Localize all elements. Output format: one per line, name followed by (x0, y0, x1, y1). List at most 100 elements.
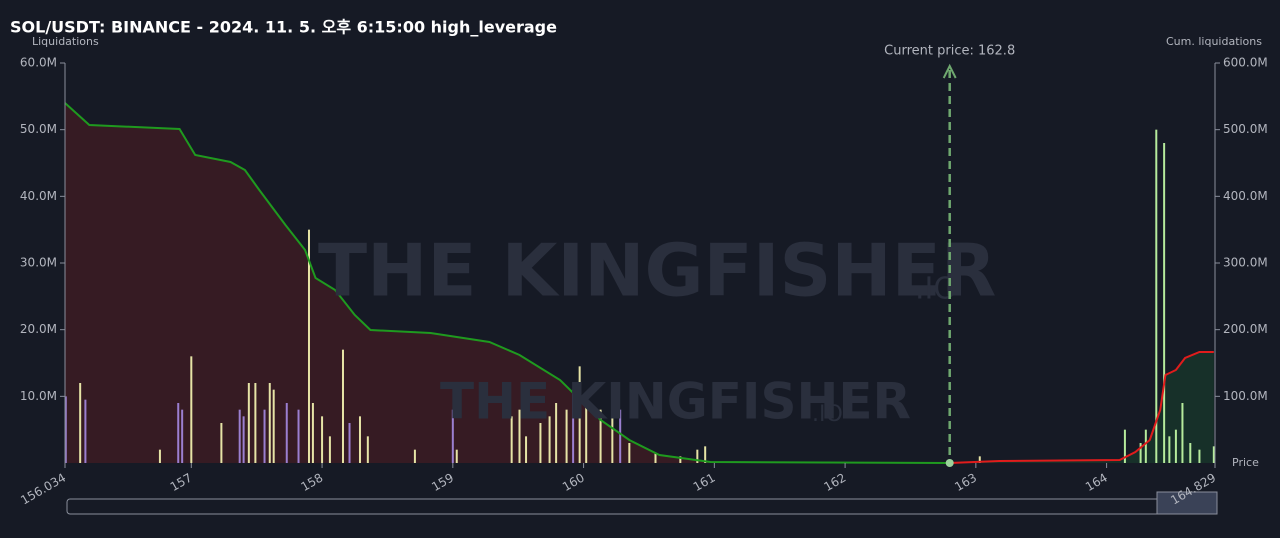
watermark-suffix: .IO (812, 402, 843, 427)
y2-tick-label: 100.0M (1223, 389, 1268, 403)
bar (158, 449, 161, 463)
current-price-dot (945, 459, 954, 467)
bar (1174, 429, 1177, 463)
bar (328, 436, 331, 463)
x-tick-label: 159 (429, 471, 456, 495)
bar (177, 403, 180, 463)
bar (413, 449, 416, 463)
bar (1168, 436, 1171, 463)
bar (1181, 403, 1184, 463)
bar (1212, 446, 1215, 463)
bar (654, 453, 657, 463)
bar (1163, 143, 1166, 463)
bar (1189, 443, 1192, 463)
bar (341, 349, 344, 463)
bar (585, 403, 588, 463)
bar (321, 416, 324, 463)
bar (311, 403, 314, 463)
bar (297, 409, 300, 463)
y-tick-label: 20.0M (20, 322, 57, 336)
watermark-text: THE KINGFISHER (318, 229, 996, 313)
bar (611, 416, 614, 463)
bar (238, 409, 241, 463)
bar (358, 416, 361, 463)
bar (1144, 429, 1147, 463)
y2-tick-label: 400.0M (1223, 189, 1268, 203)
bar (242, 416, 245, 463)
y2-tick-label: 300.0M (1223, 256, 1268, 270)
bar (268, 383, 271, 463)
area (65, 103, 950, 463)
y-tick-label: 60.0M (20, 56, 57, 70)
x-axis-label: Price (1232, 456, 1259, 469)
bar (366, 436, 369, 463)
line (949, 351, 1214, 464)
y2-tick-label: 200.0M (1223, 322, 1268, 336)
watermark-text: THE KINGFISHER (440, 373, 911, 431)
bar (679, 456, 682, 463)
bar (1123, 429, 1126, 463)
bar (628, 443, 631, 463)
bar (272, 389, 275, 463)
bar (455, 449, 458, 463)
y-tick-label: 50.0M (20, 122, 57, 136)
x-tick-label: 162 (822, 471, 849, 495)
bar (1198, 449, 1201, 463)
bar (1155, 129, 1158, 463)
line (64, 102, 950, 464)
bar (307, 229, 310, 463)
bar (578, 366, 581, 463)
y-tick-label: 10.0M (20, 389, 57, 403)
bar (79, 383, 82, 463)
plot-area (64, 102, 1215, 464)
bar (285, 403, 288, 463)
y-tick-label: 30.0M (20, 256, 57, 270)
y-axis-label: Liquidations (32, 35, 99, 48)
scrollbar[interactable] (66, 491, 1218, 515)
bar (1139, 443, 1142, 463)
bar (704, 446, 707, 463)
area (949, 352, 1214, 463)
x-tick-label: 156.034 (18, 471, 68, 508)
annotation: Current price: 162.8 (884, 44, 1015, 59)
watermark-suffix: .IO (915, 272, 957, 307)
bar (254, 383, 257, 463)
bar (548, 416, 551, 463)
bar (84, 399, 87, 463)
scroll-handle[interactable] (1156, 491, 1218, 515)
x-tick-label: 163 (952, 471, 979, 495)
bar (247, 383, 250, 463)
x-tick-label: 157 (168, 471, 195, 495)
bar (978, 456, 981, 463)
current-price-arrow (942, 63, 957, 79)
y2-tick-label: 500.0M (1223, 122, 1268, 136)
bar (555, 403, 558, 463)
bar (451, 409, 454, 463)
scroll-track[interactable] (66, 498, 1218, 515)
bar (565, 409, 568, 463)
bar (518, 409, 521, 463)
bar (181, 409, 184, 463)
bar (572, 389, 575, 463)
y-tick-label: 40.0M (20, 189, 57, 203)
x-tick-label: 161 (691, 471, 718, 495)
bar (64, 396, 67, 463)
bar (263, 409, 266, 463)
x-tick-label: 160 (560, 471, 587, 495)
bar (348, 423, 351, 463)
bar (510, 416, 513, 463)
y2-tick-label: 600.0M (1223, 56, 1268, 70)
y2-axis-label: Cum. liquidations (1166, 35, 1262, 48)
bar (220, 423, 223, 463)
chart-title: SOL/USDT: BINANCE - 2024. 11. 5. 오후 6:15… (10, 18, 557, 37)
watermark: THE KINGFISHER .IO THE KINGFISHER .IO (318, 229, 996, 431)
bar (539, 423, 542, 463)
bar (619, 409, 622, 463)
bar (599, 409, 602, 463)
bar (190, 356, 193, 463)
bar (525, 436, 528, 463)
bar (696, 449, 699, 463)
x-tick-label: 158 (298, 471, 325, 495)
x-tick-label: 164 (1083, 471, 1110, 495)
